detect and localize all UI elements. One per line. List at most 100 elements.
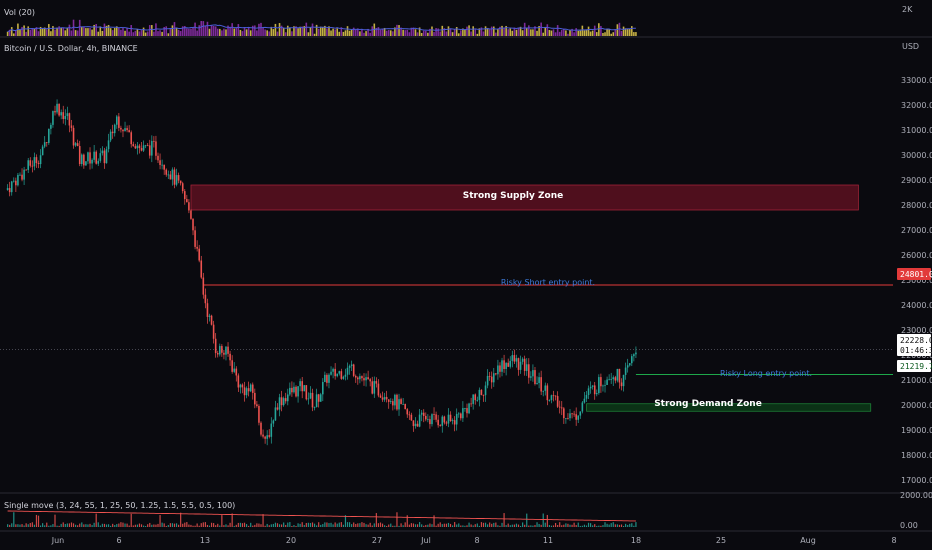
candle-body bbox=[431, 414, 433, 425]
candle-body bbox=[208, 315, 211, 317]
time-tick-label: Jul bbox=[420, 536, 431, 545]
candle-body bbox=[470, 403, 472, 405]
volume-bar bbox=[495, 32, 497, 36]
candle-body bbox=[319, 394, 322, 402]
candle-body bbox=[324, 374, 326, 383]
volume-bar bbox=[293, 26, 295, 36]
indicator-bar bbox=[443, 523, 445, 527]
candle-body bbox=[317, 394, 320, 402]
indicator-bar bbox=[573, 522, 575, 527]
volume-bar bbox=[499, 26, 501, 36]
indicator-bar bbox=[17, 524, 19, 527]
indicator-bar bbox=[550, 525, 553, 527]
indicator-bar bbox=[561, 525, 563, 527]
volume-bar bbox=[118, 27, 120, 36]
candle-body bbox=[225, 346, 227, 355]
indicator-bar bbox=[213, 523, 215, 527]
indicator-bar bbox=[272, 523, 274, 527]
volume-panel: Vol (20) 2K bbox=[4, 5, 913, 36]
candle-body bbox=[105, 149, 108, 164]
volume-bar bbox=[272, 29, 275, 36]
volume-bar bbox=[519, 26, 522, 36]
indicator-bar bbox=[243, 522, 246, 527]
volume-bar bbox=[247, 27, 250, 36]
volume-bar bbox=[122, 28, 124, 36]
candle-body bbox=[554, 395, 557, 397]
candle-body bbox=[398, 399, 400, 410]
candle-body bbox=[282, 398, 285, 406]
indicator-bar bbox=[507, 523, 509, 527]
candle-body bbox=[35, 157, 38, 164]
candle-body bbox=[278, 397, 281, 410]
indicator-bar bbox=[392, 525, 394, 527]
candle-body bbox=[118, 116, 120, 128]
volume-bar bbox=[338, 31, 341, 36]
volume-bar bbox=[363, 32, 365, 36]
indicator-bar bbox=[515, 523, 518, 527]
indicator-bar bbox=[493, 522, 495, 527]
time-axis[interactable]: Jun 6 13 20 27 Jul 8 11 18 25 Aug 8 bbox=[51, 536, 897, 545]
indicator-bar bbox=[458, 523, 460, 527]
volume-bar bbox=[350, 29, 353, 36]
candle-body bbox=[497, 365, 499, 375]
indicator-bar bbox=[278, 524, 281, 527]
volume-bar bbox=[289, 27, 291, 36]
indicator-bar bbox=[569, 524, 571, 527]
indicator-bar bbox=[188, 524, 190, 527]
indicator-bar bbox=[616, 524, 618, 527]
volume-bar bbox=[575, 28, 577, 36]
volume-bar bbox=[89, 27, 91, 36]
indicator-bar bbox=[23, 525, 25, 527]
indicator-bars bbox=[7, 512, 637, 527]
indicator-bar bbox=[540, 524, 542, 527]
candle-body bbox=[429, 419, 431, 425]
candle-body bbox=[326, 374, 328, 383]
volume-bar bbox=[216, 28, 219, 36]
candle-body bbox=[509, 360, 512, 367]
indicator-bar bbox=[169, 523, 171, 527]
indicator-bar bbox=[151, 524, 153, 527]
candle-body bbox=[274, 407, 277, 421]
indicator-bar bbox=[419, 522, 421, 527]
candle-body bbox=[134, 146, 137, 149]
indicator-bar bbox=[186, 522, 188, 527]
volume-bar bbox=[577, 30, 580, 36]
volume-bar bbox=[525, 28, 528, 36]
candle-body bbox=[626, 365, 629, 368]
volume-bar bbox=[23, 25, 25, 36]
candle-body bbox=[89, 152, 91, 164]
long-entry-note: Risky Long entry point. bbox=[720, 369, 812, 378]
indicator-bar bbox=[629, 523, 631, 527]
candle-body bbox=[161, 164, 163, 166]
indicator-bar bbox=[297, 523, 299, 527]
candle-body bbox=[595, 393, 598, 395]
candle-body bbox=[635, 352, 637, 355]
indicator-bar bbox=[478, 525, 480, 527]
volume-bar bbox=[620, 30, 623, 36]
indicator-bar bbox=[608, 524, 610, 527]
candle-body bbox=[214, 338, 217, 353]
volume-bar bbox=[50, 31, 52, 36]
indicator-bar bbox=[571, 524, 573, 527]
candle-body bbox=[299, 381, 301, 387]
indicator-bar bbox=[600, 525, 602, 527]
candle-body bbox=[25, 169, 27, 171]
indicator-bar bbox=[342, 524, 344, 527]
volume-bar bbox=[15, 30, 17, 36]
volume-bar bbox=[120, 29, 122, 36]
indicator-bar bbox=[241, 523, 244, 527]
candle-body bbox=[297, 386, 299, 397]
volume-bar bbox=[462, 28, 464, 36]
candle-body bbox=[350, 364, 353, 367]
indicator-bar bbox=[157, 523, 159, 527]
candle-body bbox=[219, 346, 221, 355]
time-tick-label: 18 bbox=[631, 536, 641, 545]
candle-body bbox=[23, 169, 25, 180]
candle-body bbox=[48, 128, 50, 143]
candle-body bbox=[122, 129, 124, 132]
candle-body bbox=[177, 175, 180, 181]
volume-bar bbox=[319, 26, 322, 36]
volume-bar bbox=[266, 30, 268, 36]
indicator-bar bbox=[258, 523, 260, 527]
